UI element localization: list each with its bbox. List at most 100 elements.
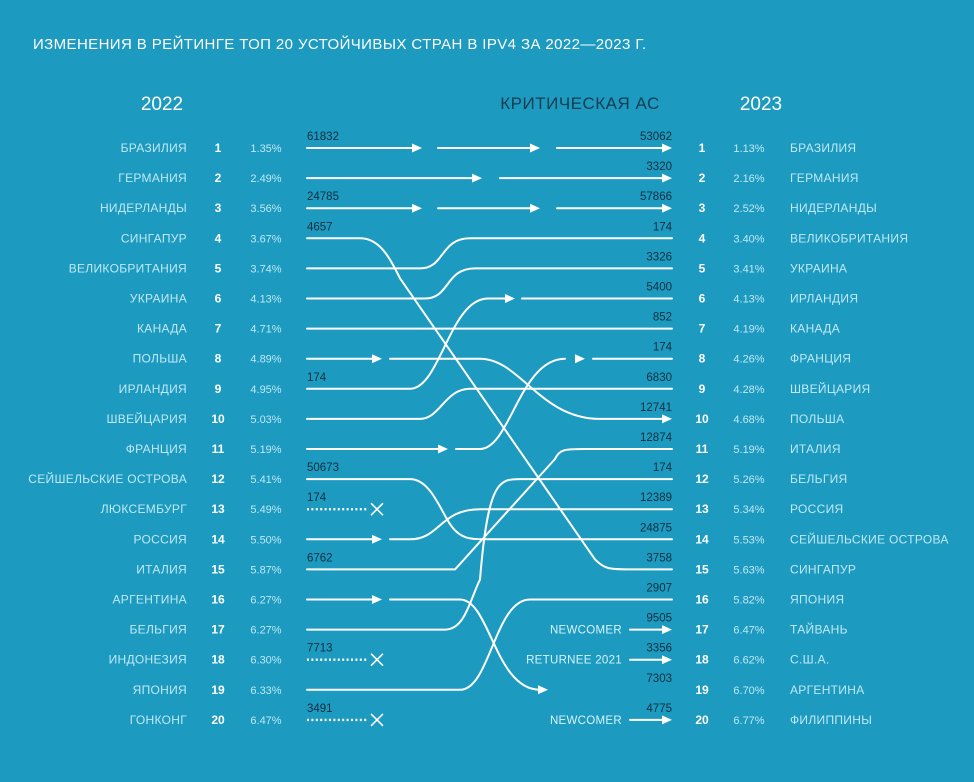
left-pct-10: 5.03% <box>250 414 281 426</box>
right-as-label-14: 24875 <box>640 522 672 534</box>
right-as-label-1: 53062 <box>640 131 672 143</box>
left-year-label: 2022 <box>141 94 183 115</box>
right-as-label-17: 9505 <box>646 613 672 625</box>
left-pct-6: 4.13% <box>250 294 281 306</box>
right-rank-14: 14 <box>695 532 709 546</box>
left-pct-8: 4.89% <box>250 354 281 366</box>
left-rank-12: 12 <box>211 472 225 486</box>
left-rank-16: 16 <box>211 593 225 607</box>
link-19 <box>306 598 673 691</box>
right-as-label-16: 2907 <box>646 583 672 595</box>
left-pct-9: 4.95% <box>250 384 281 396</box>
link-10 <box>306 387 673 420</box>
right-rank-2: 2 <box>699 171 706 185</box>
right-rank-8: 8 <box>699 352 706 366</box>
link-6 <box>306 267 673 300</box>
link-9 <box>306 297 508 390</box>
left-country-12: СЕЙШЕЛЬСКИЕ ОСТРОВА <box>28 471 187 486</box>
left-rank-3: 3 <box>215 201 222 215</box>
right-rank-3: 3 <box>699 201 706 215</box>
right-pct-11: 5.19% <box>733 444 764 456</box>
right-as-label-4: 174 <box>653 221 673 233</box>
chart-title: ИЗМЕНЕНИЯ В РЕЙТИНГЕ ТОП 20 УСТОЙЧИВЫХ С… <box>33 35 647 53</box>
left-pct-7: 4.71% <box>250 324 281 336</box>
left-rank-15: 15 <box>211 562 225 576</box>
left-pct-14: 5.50% <box>250 534 281 546</box>
right-note-20: NEWCOMER <box>550 715 622 727</box>
right-as-label-15: 3758 <box>646 552 672 564</box>
link-4 <box>306 237 673 571</box>
right-rank-10: 10 <box>695 412 709 426</box>
right-rank-4: 4 <box>699 231 706 245</box>
right-pct-9: 4.28% <box>733 384 764 396</box>
right-rank-15: 15 <box>695 562 709 576</box>
left-rank-18: 18 <box>211 653 225 667</box>
left-country-14: РОССИЯ <box>134 532 188 546</box>
right-as-label-18: 3356 <box>646 643 672 655</box>
left-rank-7: 7 <box>215 322 222 336</box>
link-8-arrowhead <box>372 354 382 364</box>
center-header: КРИТИЧЕСКАЯ АС <box>500 94 660 113</box>
newcomer-arrowhead-20 <box>662 715 672 725</box>
left-rank-5: 5 <box>215 261 222 275</box>
right-pct-16: 5.82% <box>733 595 764 607</box>
left-rank-17: 17 <box>211 623 225 637</box>
left-country-15: ИТАЛИЯ <box>136 562 187 576</box>
link-3-arrowhead-1 <box>530 203 540 213</box>
left-rank-13: 13 <box>211 502 225 516</box>
left-country-7: КАНАДА <box>137 322 187 336</box>
link-15 <box>306 448 673 571</box>
left-pct-16: 6.27% <box>250 595 281 607</box>
left-as-label-1: 61832 <box>307 131 339 143</box>
right-country-18: С.Ш.А. <box>790 653 829 667</box>
right-as-label-6: 5400 <box>646 282 672 294</box>
left-pct-20: 6.47% <box>250 715 281 727</box>
link-3-arrowhead-2 <box>662 203 672 213</box>
left-pct-3: 3.56% <box>250 203 281 215</box>
right-pct-6: 4.13% <box>733 294 764 306</box>
link-12 <box>306 478 673 541</box>
link-5 <box>306 237 673 270</box>
left-pct-19: 6.33% <box>250 685 281 697</box>
right-rank-5: 5 <box>699 261 706 275</box>
right-country-6: ИРЛАНДИЯ <box>790 292 858 306</box>
right-as-label-7: 852 <box>653 312 672 324</box>
right-pct-12: 5.26% <box>733 474 764 486</box>
left-as-label-15: 6762 <box>307 552 333 564</box>
right-pct-7: 4.19% <box>733 324 764 336</box>
right-rank-17: 17 <box>695 623 709 637</box>
newcomer-arrowhead-18 <box>662 655 672 665</box>
right-country-1: БРАЗИЛИЯ <box>790 141 856 155</box>
left-country-3: НИДЕРЛАНДЫ <box>100 201 187 215</box>
left-country-2: ГЕРМАНИЯ <box>118 171 187 185</box>
link-2-arrowhead-1 <box>662 173 672 183</box>
right-pct-17: 6.47% <box>733 625 764 637</box>
link-1-arrowhead-0 <box>412 143 422 153</box>
left-pct-5: 3.74% <box>250 263 281 275</box>
left-pct-12: 5.41% <box>250 474 281 486</box>
right-rank-1: 1 <box>699 141 706 155</box>
links-layer <box>306 143 673 727</box>
right-rank-7: 7 <box>699 322 706 336</box>
right-as-label-8: 174 <box>653 342 673 354</box>
right-as-label-19: 7303 <box>646 673 672 685</box>
right-rank-18: 18 <box>695 653 709 667</box>
left-rank-11: 11 <box>212 442 225 456</box>
left-pct-11: 5.19% <box>250 444 281 456</box>
link-16-arrowhead <box>372 595 382 604</box>
right-pct-15: 5.63% <box>733 564 764 576</box>
right-country-5: УКРАИНА <box>790 261 847 275</box>
right-country-12: БЕЛЬГИЯ <box>790 472 848 486</box>
left-country-10: ШВЕЙЦАРИЯ <box>106 411 187 426</box>
right-rank-16: 16 <box>695 593 709 607</box>
left-country-18: ИНДОНЕЗИЯ <box>109 653 187 667</box>
left-pct-17: 6.27% <box>250 625 281 637</box>
right-country-10: ПОЛЬША <box>790 412 844 426</box>
right-country-20: ФИЛИППИНЫ <box>790 713 872 727</box>
right-pct-13: 5.34% <box>733 504 764 516</box>
right-rank-13: 13 <box>695 502 709 516</box>
right-rank-20: 20 <box>695 713 709 727</box>
link-16-arrowhead-2 <box>538 685 548 695</box>
right-pct-3: 2.52% <box>733 203 764 215</box>
